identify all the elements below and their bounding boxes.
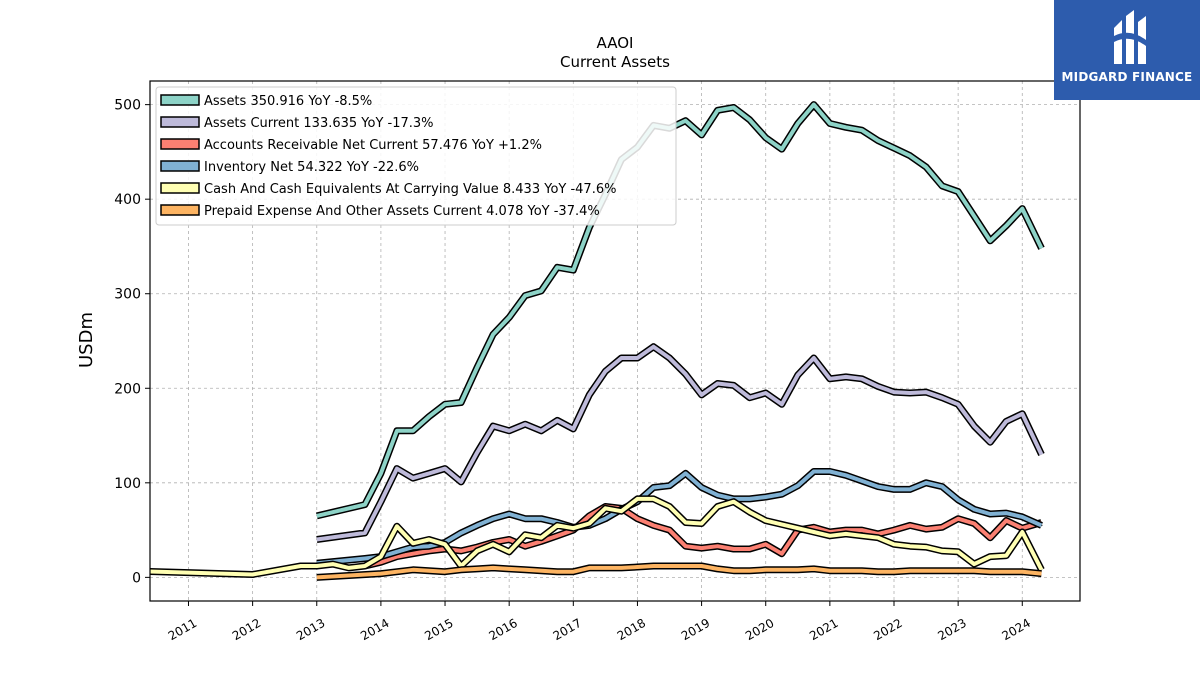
legend-entry: Assets 350.916 YoY -8.5%: [204, 94, 372, 109]
brand-name: MIDGARD FINANCE: [1061, 70, 1193, 84]
y-ticks: 0 100 200 300 400 500: [114, 98, 150, 586]
legend-swatch: [160, 160, 200, 172]
y-axis-label: USDm: [76, 312, 97, 368]
y-tick-label: 100: [114, 476, 141, 492]
legend-entry: Prepaid Expense And Other Assets Current…: [204, 204, 600, 219]
y-tick-label: 500: [114, 98, 141, 114]
brand-logo: MIDGARD FINANCE: [1054, 0, 1200, 100]
series-line: [316, 564, 1042, 580]
legend-entry: Inventory Net 54.322 YoY -22.6%: [204, 160, 419, 175]
legend: Assets 350.916 YoY -8.5% Assets Current 1…: [155, 86, 677, 226]
legend-entry: Assets Current 133.635 YoY -17.3%: [204, 116, 434, 131]
legend-box: [155, 86, 677, 226]
y-tick-label: 300: [114, 287, 141, 303]
series-line: [316, 469, 1043, 566]
midgard-logo-icon: [1114, 10, 1146, 64]
series-line: [316, 344, 1044, 542]
y-tick-label: 400: [114, 192, 141, 208]
chart-title: AAOI: [597, 34, 634, 52]
series-line: [316, 102, 1044, 518]
chart-subtitle: Current Assets: [560, 53, 670, 71]
legend-swatch: [160, 204, 200, 216]
series-line: [150, 496, 1044, 577]
series-line: [364, 504, 1043, 568]
series-layer: [150, 101, 1045, 581]
legend-entry: Cash And Cash Equivalents At Carrying Va…: [204, 182, 616, 197]
y-tick-label: 200: [114, 381, 141, 397]
legend-swatch: [160, 116, 200, 128]
legend-swatch: [160, 138, 200, 150]
y-tick-label: 0: [132, 570, 141, 586]
legend-swatch: [160, 94, 200, 106]
plot-frame: [149, 80, 1081, 602]
legend-swatch: [160, 182, 200, 194]
legend-entry: Accounts Receivable Net Current 57.476 Y…: [204, 138, 542, 153]
